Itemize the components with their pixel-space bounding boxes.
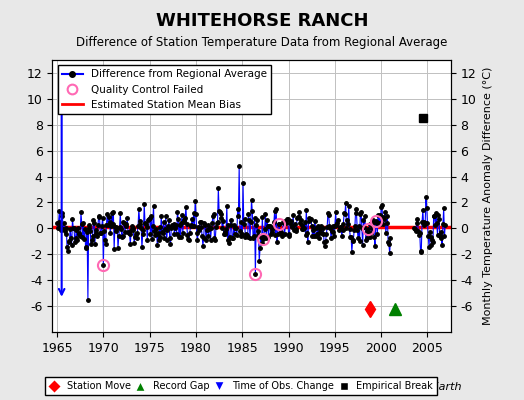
Text: Difference of Station Temperature Data from Regional Average: Difference of Station Temperature Data f… — [77, 36, 447, 49]
Legend: Station Move, Record Gap, Time of Obs. Change, Empirical Break: Station Move, Record Gap, Time of Obs. C… — [45, 377, 437, 395]
Text: WHITEHORSE RANCH: WHITEHORSE RANCH — [156, 12, 368, 30]
Legend: Difference from Regional Average, Quality Control Failed, Estimated Station Mean: Difference from Regional Average, Qualit… — [58, 65, 271, 114]
Text: Berkeley Earth: Berkeley Earth — [379, 382, 461, 392]
Y-axis label: Monthly Temperature Anomaly Difference (°C): Monthly Temperature Anomaly Difference (… — [483, 67, 493, 325]
